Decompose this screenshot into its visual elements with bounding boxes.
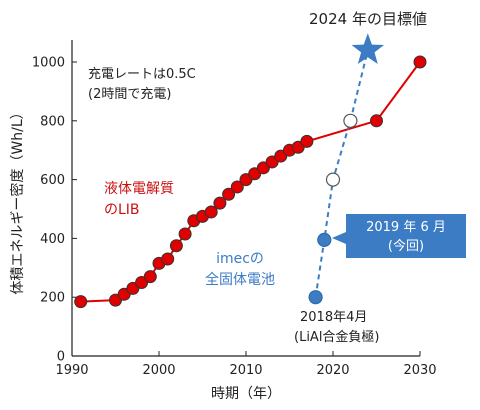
lib-point xyxy=(178,227,192,241)
lib-point xyxy=(161,252,175,266)
lib-point xyxy=(213,196,227,210)
lib-series-label-line2: のLIB xyxy=(104,202,140,218)
condition-note-line1: 充電レートは0.5C xyxy=(88,66,196,82)
lib-series-points xyxy=(74,55,427,309)
y-tick-label-0: 0 xyxy=(57,350,65,365)
y-axis-title: 体積エネルギー密度（Wh/L） xyxy=(9,105,26,294)
lib-series-label-line1: 液体電解質 xyxy=(104,181,174,197)
y-tick-label-800: 800 xyxy=(40,114,65,129)
imec-series-label-line2: 全固体電池 xyxy=(205,271,275,288)
lib-point xyxy=(230,180,244,194)
callout-2019-line1: 2019 年 6 月 xyxy=(366,220,446,235)
x-tick-label-2020: 2020 xyxy=(316,363,349,378)
lib-point xyxy=(169,239,183,253)
callout-2019-line2: (今回) xyxy=(388,238,424,254)
imec-series-label-line1: imecの xyxy=(216,251,264,267)
imec-point xyxy=(343,113,358,128)
axis-ticks: 0 200 400 600 800 1000 1990 2000 2010 2020 2030 xyxy=(32,56,437,379)
imec-point xyxy=(308,290,323,305)
lib-point xyxy=(204,205,218,219)
target-star xyxy=(351,33,384,64)
target-label: 2024 年の目標値 xyxy=(309,10,427,28)
callout-2019-box xyxy=(332,214,466,258)
y-tick-label-600: 600 xyxy=(40,173,65,188)
x-tick-label-2010: 2010 xyxy=(229,363,262,378)
imec-point xyxy=(325,172,341,187)
y-tick-label-200: 200 xyxy=(40,291,65,306)
lib-point xyxy=(413,55,427,69)
label-2018-line2: (LiAl合金負極) xyxy=(294,329,380,345)
lib-point xyxy=(74,295,88,309)
x-axis-title: 時期（年） xyxy=(211,386,281,402)
imec-series-points xyxy=(308,113,358,305)
x-tick-label-1990: 1990 xyxy=(55,363,88,378)
lib-point xyxy=(222,187,236,201)
lib-point xyxy=(143,270,157,284)
label-2018-line1: 2018年4月 xyxy=(300,310,367,325)
lib-point xyxy=(370,114,383,128)
y-tick-label-400: 400 xyxy=(40,232,65,247)
condition-note-line2: (2時間で充電) xyxy=(88,86,171,102)
imec-point xyxy=(317,232,332,247)
imec-series-line xyxy=(314,50,369,298)
lib-point xyxy=(300,134,314,148)
x-tick-label-2000: 2000 xyxy=(142,363,175,378)
target-star-points xyxy=(351,33,384,64)
y-tick-label-1000: 1000 xyxy=(32,56,65,71)
x-tick-label-2030: 2030 xyxy=(403,363,436,378)
